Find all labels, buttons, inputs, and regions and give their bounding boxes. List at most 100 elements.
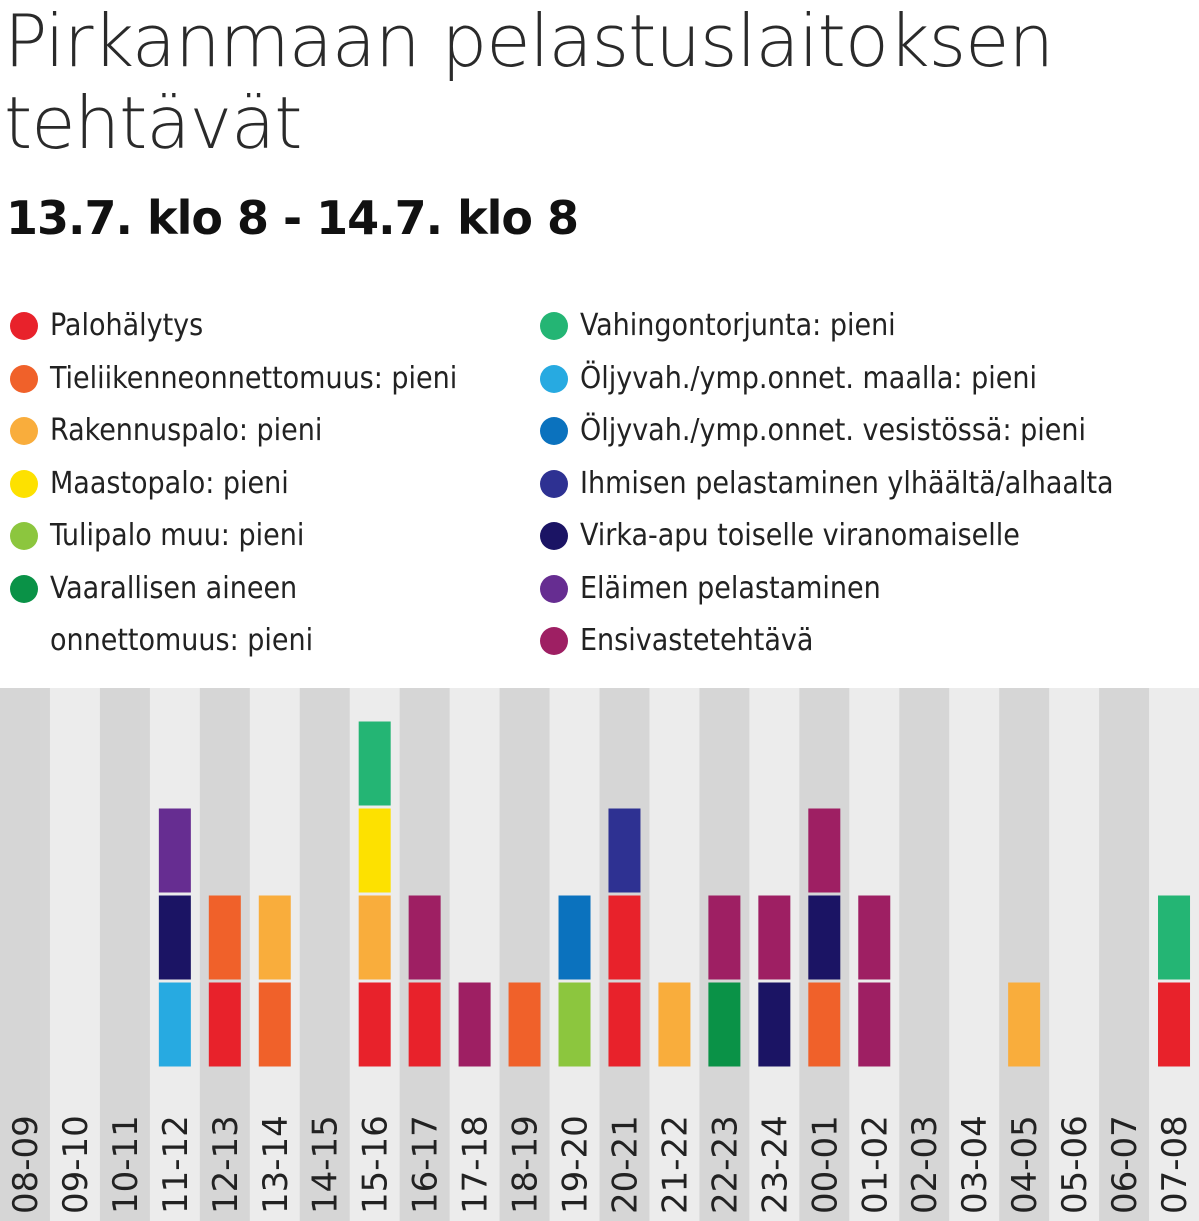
bar-segment-22-23-vaarallinen_aine: [708, 982, 741, 1067]
x-tick-label: 14-15: [306, 1115, 346, 1214]
bar-segment-07-08-palohalytys: [1158, 982, 1191, 1067]
legend-label: Vaarallisen aineen onnettomuus: pieni: [50, 570, 314, 659]
legend-label: Öljyvah./ymp.onnet. vesistössä: pieni: [580, 413, 1086, 448]
legend-swatch-vahingontorjunta: [540, 312, 568, 340]
legend-label: Eläimen pelastaminen: [580, 570, 881, 606]
bar-segment-01-02-ensivaste: [858, 895, 891, 980]
x-tick-label: 03-04: [955, 1115, 995, 1214]
chart-title: Pirkanmaan pelastuslaitoksen tehtävät: [4, 0, 1054, 165]
legend-item-ihmisen_pelastaminen: Ihmisen pelastaminen ylhäältä/alhaalta: [538, 458, 1114, 511]
bar-segment-20-21-palohalytys: [608, 982, 641, 1067]
legend-swatch-ensivaste: [540, 627, 568, 655]
x-tick-label: 20-21: [605, 1115, 645, 1214]
column-band-02-03: [899, 688, 950, 1221]
bar-segment-07-08-vahingontorjunta: [1158, 895, 1191, 980]
legend-swatch-oljy_maalla: [540, 364, 568, 393]
legend-swatch-virka_apu: [540, 522, 568, 550]
bar-segment-12-13-tieliikenne: [208, 895, 241, 980]
bar-segment-15-16-maastopalo: [358, 808, 391, 893]
legend-item-tulipalo_muu: Tulipalo muu: pieni: [8, 510, 457, 563]
x-tick-label: 23-24: [755, 1115, 795, 1214]
legend-item-maastopalo: Maastopalo: pieni: [8, 458, 457, 511]
bar-segment-18-19-tieliikenne: [508, 982, 541, 1067]
legend-swatch-tieliikenne: [10, 364, 38, 393]
bar-segment-01-02-ensivaste: [858, 982, 891, 1067]
x-tick-label: 08-09: [6, 1115, 46, 1214]
legend-item-rakennuspalo: Rakennuspalo: pieni: [8, 405, 457, 458]
x-tick-label: 21-22: [655, 1115, 695, 1214]
bar-segment-22-23-ensivaste: [708, 895, 741, 980]
bar-segment-19-20-oljy_vesi: [558, 895, 591, 980]
column-band-17-18: [449, 688, 501, 1221]
legend-swatch-ihmisen_pelastaminen: [540, 469, 568, 498]
bar-segment-00-01-tieliikenne: [808, 982, 841, 1067]
bar-segment-16-17-palohalytys: [408, 982, 441, 1067]
legend-label: Vahingontorjunta: pieni: [580, 308, 896, 343]
legend: Palohälytys Tieliikenneonnettomuus: pieni…: [8, 300, 1198, 670]
column-band-06-07: [1099, 688, 1150, 1221]
bar-segment-15-16-rakennuspalo: [358, 895, 391, 980]
legend-label: Ihmisen pelastaminen ylhäältä/alhaalta: [580, 465, 1114, 501]
bar-segment-15-16-palohalytys: [358, 982, 391, 1067]
bar-segment-12-13-palohalytys: [208, 982, 241, 1067]
legend-item-virka_apu: Virka-apu toiselle viranomaiselle: [538, 510, 1114, 563]
x-tick-label: 05-06: [1055, 1115, 1095, 1214]
legend-item-oljy_maalla: Öljyvah./ymp.onnet. maalla: pieni: [538, 353, 1114, 406]
x-tick-label: 15-16: [356, 1115, 396, 1214]
legend-label: Tieliikenneonnettomuus: pieni: [50, 360, 458, 396]
x-tick-label: 22-23: [705, 1115, 745, 1214]
bar-segment-17-18-ensivaste: [458, 982, 491, 1067]
bar-segment-00-01-virka_apu: [808, 895, 841, 980]
legend-column-right: Vahingontorjunta: pieni Öljyvah./ymp.onne…: [538, 300, 1114, 668]
legend-swatch-elaimen_pelastaminen: [540, 574, 568, 603]
bar-segment-20-21-ihmisen_pelastaminen: [608, 808, 641, 893]
bar-segment-04-05-rakennuspalo: [1008, 982, 1041, 1067]
legend-label: Rakennuspalo: pieni: [50, 413, 323, 448]
column-band-09-10: [49, 688, 101, 1221]
legend-item-tieliikenne: Tieliikenneonnettomuus: pieni: [8, 353, 457, 406]
legend-swatch-tulipalo_muu: [10, 522, 38, 550]
column-band-18-19: [499, 688, 551, 1221]
x-tick-label: 12-13: [206, 1115, 246, 1214]
bar-segment-11-12-elaimen_pelastaminen: [158, 808, 191, 893]
column-band-21-22: [649, 688, 700, 1221]
legend-label: Palohälytys: [50, 308, 204, 343]
column-band-05-06: [1049, 688, 1100, 1221]
x-tick-label: 04-05: [1005, 1115, 1045, 1214]
legend-item-vaarallinen_aine: Vaarallisen aineen onnettomuus: pieni: [8, 563, 457, 668]
legend-item-oljy_vesi: Öljyvah./ymp.onnet. vesistössä: pieni: [538, 405, 1114, 458]
x-tick-label: 18-19: [506, 1115, 546, 1214]
bar-segment-19-20-tulipalo_muu: [558, 982, 591, 1067]
bar-segment-11-12-oljy_maalla: [158, 982, 191, 1067]
column-band-10-11: [99, 688, 151, 1221]
column-band-08-09: [0, 688, 51, 1221]
stacked-bar-chart: 08-09 09-10 10-11 11-12 12-13 13-14 14-15 15-16…: [0, 688, 1199, 1221]
x-tick-label: 10-11: [106, 1115, 146, 1214]
legend-swatch-palohalytys: [10, 312, 38, 340]
chart-subtitle: 13.7. klo 8 - 14.7. klo 8: [6, 191, 579, 245]
bar-segment-21-22-rakennuspalo: [658, 982, 691, 1067]
x-tick-label: 01-02: [855, 1115, 895, 1214]
bar-segment-11-12-virka_apu: [158, 895, 191, 980]
bar-segment-23-24-virka_apu: [758, 982, 791, 1067]
x-tick-label: 11-12: [156, 1115, 196, 1214]
legend-label: Ensivastetehtävä: [580, 623, 814, 658]
x-tick-label: 13-14: [256, 1115, 296, 1214]
column-band-03-04: [949, 688, 1000, 1221]
x-tick-label: 00-01: [805, 1115, 845, 1214]
bar-segment-00-01-ensivaste: [808, 808, 841, 893]
bar-segment-13-14-rakennuspalo: [258, 895, 291, 980]
bar-segment-16-17-ensivaste: [408, 895, 441, 980]
column-band-14-15: [299, 688, 351, 1221]
x-tick-label: 09-10: [56, 1115, 96, 1214]
legend-swatch-vaarallinen_aine: [10, 574, 38, 603]
x-tick-label: 17-18: [456, 1115, 496, 1214]
legend-label: Tulipalo muu: pieni: [50, 518, 305, 553]
column-band-04-05: [999, 688, 1050, 1221]
legend-swatch-rakennuspalo: [10, 417, 38, 445]
legend-label: Virka-apu toiselle viranomaiselle: [580, 518, 1020, 553]
legend-item-vahingontorjunta: Vahingontorjunta: pieni: [538, 300, 1114, 353]
bar-segment-23-24-ensivaste: [758, 895, 791, 980]
legend-swatch-maastopalo: [10, 469, 38, 498]
legend-item-elaimen_pelastaminen: Eläimen pelastaminen: [538, 563, 1114, 616]
